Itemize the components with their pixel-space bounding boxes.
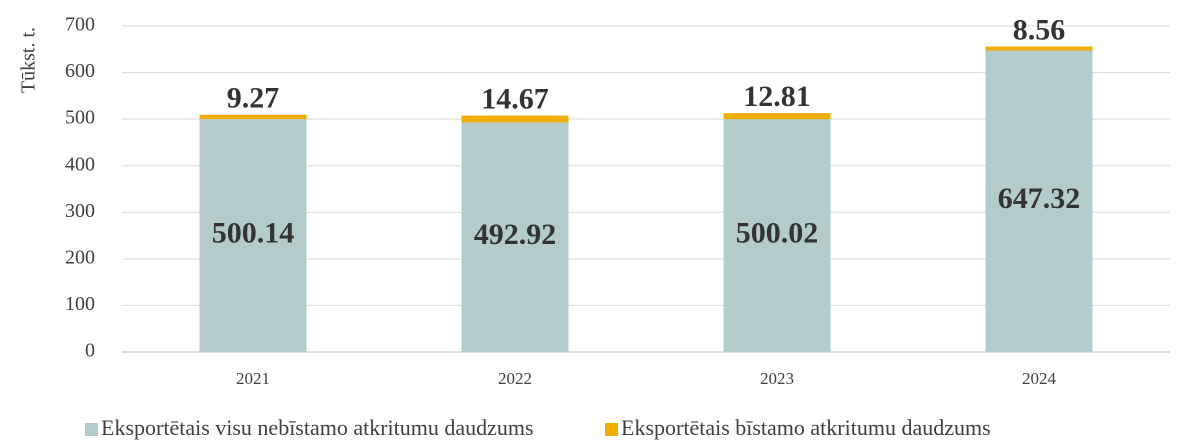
bar-segment (723, 119, 831, 352)
x-tick-label: 2023 (760, 369, 794, 388)
legend-swatch (85, 423, 98, 436)
bar-segment (461, 122, 569, 352)
data-label: 12.81 (743, 80, 811, 113)
legend-label: Eksportētais bīstamo atkritumu daudzums (621, 415, 991, 440)
x-tick-label: 2022 (498, 369, 532, 388)
y-tick-label: 700 (65, 14, 95, 36)
x-tick-label: 2024 (1022, 369, 1057, 388)
y-tick-label: 500 (65, 107, 95, 129)
data-label: 647.32 (998, 182, 1081, 215)
bar-segment (461, 115, 569, 123)
data-label: 500.02 (736, 216, 819, 249)
data-label: 492.92 (474, 218, 557, 251)
legend-swatch (605, 423, 618, 436)
y-axis-label: Tūkst. t. (18, 27, 40, 93)
legend-label: Eksportētais visu nebīstamo atkritumu da… (101, 415, 534, 440)
data-label: 500.14 (212, 216, 295, 249)
y-tick-label: 100 (65, 293, 95, 315)
y-tick-label: 400 (65, 153, 95, 175)
data-label: 14.67 (481, 82, 549, 115)
bar-segment (985, 46, 1093, 51)
x-tick-label: 2021 (236, 369, 270, 388)
bar-segment (985, 50, 1093, 353)
data-label: 9.27 (227, 82, 280, 115)
bar-segment (199, 119, 307, 352)
bar-segment (723, 113, 831, 120)
y-tick-label: 300 (65, 200, 95, 222)
y-tick-label: 0 (85, 340, 95, 362)
y-tick-label: 600 (65, 60, 95, 82)
y-tick-label: 200 (65, 246, 95, 268)
bar-segment (199, 114, 307, 120)
data-label: 8.56 (1013, 13, 1066, 46)
